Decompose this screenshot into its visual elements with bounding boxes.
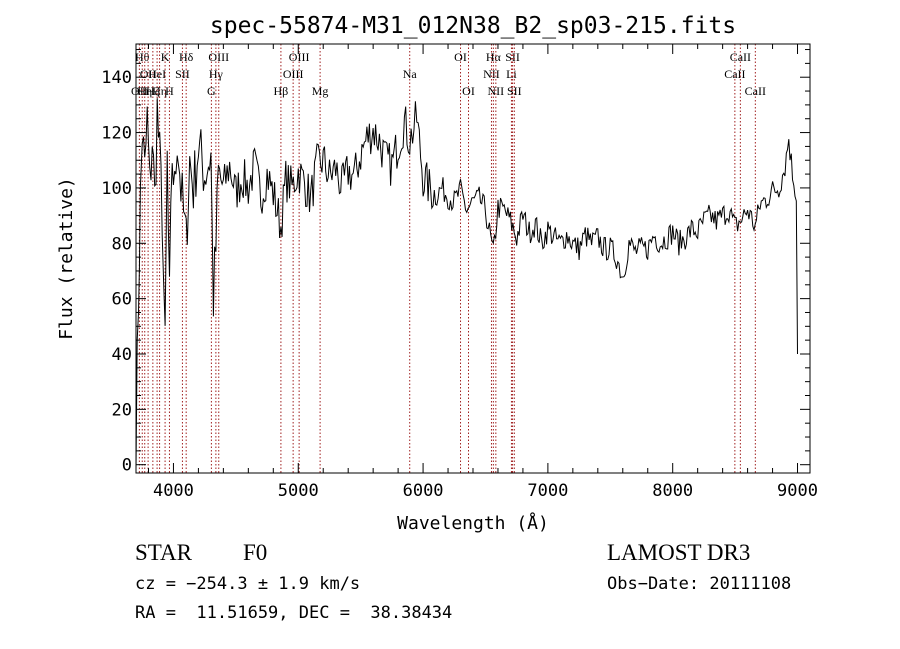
y-tick-label-80: 80 <box>112 234 132 254</box>
line-label-27: CaII <box>724 67 745 81</box>
y-tick-label-20: 20 <box>112 400 132 420</box>
observation-date: Obs−Date: 20111108 <box>607 574 792 594</box>
object-subclass: F0 <box>243 540 268 565</box>
chart-title: spec-55874-M31_012N38_B2_sp03-215.fits <box>210 13 736 39</box>
line-label-18: Na <box>403 67 418 81</box>
spectral-line-markers: OIIHθHηOIIHζHeIHηKHSIIHδGHγOIIIHβOIIIOII… <box>131 44 766 473</box>
y-tick-label-60: 60 <box>112 290 132 310</box>
line-label-20: OI <box>462 84 475 98</box>
line-label-29: CaII <box>745 84 766 98</box>
x-axis-label: Wavelength (Å) <box>397 512 549 534</box>
line-label-25: SII <box>505 50 520 64</box>
ra-dec-coordinates: RA = 11.51659, DEC = 38.38434 <box>135 603 453 623</box>
line-label-11: G <box>207 84 216 98</box>
line-label-21: NII <box>483 67 500 81</box>
line-label-22: Hα <box>486 50 502 64</box>
line-label-19: OI <box>454 50 467 64</box>
y-tick-label-40: 40 <box>112 345 132 365</box>
line-label-23: NII <box>488 84 505 98</box>
y-axis: 0 20 40 60 80 100 120 140 <box>101 49 810 476</box>
line-label-14: Hβ <box>274 84 289 98</box>
spectrum-line <box>135 98 798 471</box>
line-label-12: Hγ <box>209 67 224 81</box>
y-axis-label: Flux (relative) <box>56 177 77 340</box>
x-tick-label-5000: 5000 <box>278 481 319 501</box>
line-label-6: Hη <box>152 84 167 98</box>
line-label-26: SII <box>507 84 522 98</box>
x-tick-label-6000: 6000 <box>403 481 444 501</box>
line-label-5: HeI <box>148 67 166 81</box>
x-axis: 4000 5000 6000 7000 8000 9000 <box>147 44 818 501</box>
y-tick-label-120: 120 <box>101 124 132 144</box>
x-tick-label-8000: 8000 <box>652 481 693 501</box>
line-label-24: Li <box>506 67 517 81</box>
line-label-15: OIII <box>283 67 304 81</box>
y-tick-label-0: 0 <box>122 456 132 476</box>
line-label-17: Mg <box>312 84 329 98</box>
line-label-8: H <box>165 84 174 98</box>
redshift-cz: cz = −254.3 ± 1.9 km/s <box>135 574 361 594</box>
y-tick-label-100: 100 <box>101 179 132 199</box>
line-label-16: OIII <box>289 50 310 64</box>
x-tick-label-4000: 4000 <box>153 481 194 501</box>
survey-release: LAMOST DR3 <box>607 540 751 565</box>
x-tick-label-7000: 7000 <box>527 481 568 501</box>
line-label-7: K <box>161 50 170 64</box>
x-tick-label-9000: 9000 <box>777 481 818 501</box>
y-tick-label-140: 140 <box>101 68 132 88</box>
line-label-10: Hδ <box>179 50 194 64</box>
object-class: STAR <box>135 540 192 565</box>
line-label-1: Hθ <box>135 50 150 64</box>
line-label-4: Hζ <box>146 84 160 98</box>
line-label-28: CaII <box>730 50 751 64</box>
line-label-13: OIII <box>208 50 229 64</box>
plot-frame <box>135 43 811 474</box>
line-label-9: SII <box>175 67 190 81</box>
